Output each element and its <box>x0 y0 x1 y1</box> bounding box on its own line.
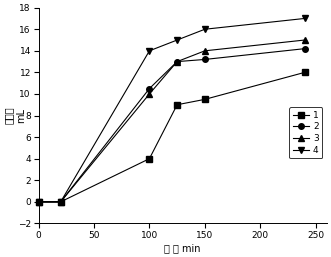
3 <box>203 49 207 52</box>
1 <box>59 200 63 203</box>
2 <box>175 60 179 63</box>
Y-axis label: 出水量
mL: 出水量 mL <box>4 107 26 124</box>
1 <box>203 98 207 101</box>
2 <box>36 200 40 203</box>
2 <box>203 58 207 61</box>
4 <box>175 39 179 42</box>
Line: 1: 1 <box>36 70 307 205</box>
4 <box>303 17 307 20</box>
1 <box>303 71 307 74</box>
4 <box>59 200 63 203</box>
2 <box>303 47 307 50</box>
4 <box>203 28 207 31</box>
2 <box>147 87 151 90</box>
4 <box>36 200 40 203</box>
1 <box>147 157 151 160</box>
3 <box>303 39 307 42</box>
1 <box>36 200 40 203</box>
1 <box>175 103 179 106</box>
Legend: 1, 2, 3, 4: 1, 2, 3, 4 <box>290 107 322 159</box>
3 <box>36 200 40 203</box>
2 <box>59 200 63 203</box>
X-axis label: 时 间 min: 时 间 min <box>165 243 201 253</box>
3 <box>59 200 63 203</box>
Line: 2: 2 <box>36 46 307 205</box>
Line: 4: 4 <box>36 16 307 205</box>
Line: 3: 3 <box>36 37 307 205</box>
4 <box>147 49 151 52</box>
3 <box>175 60 179 63</box>
3 <box>147 93 151 96</box>
